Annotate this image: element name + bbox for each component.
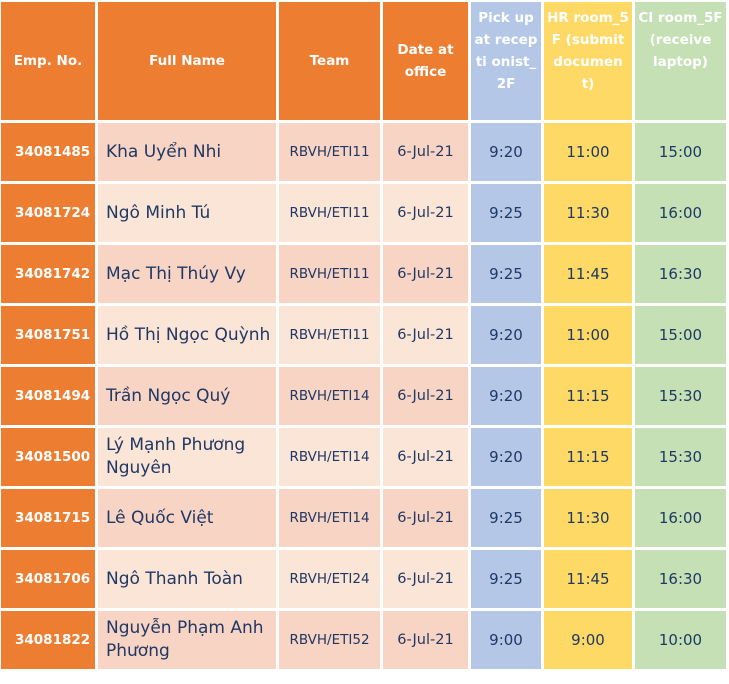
date-cell: 6-Jul-21 xyxy=(383,489,468,547)
emp-no-cell: 34081822 xyxy=(1,611,95,669)
header-date: Date at office xyxy=(383,2,468,120)
ci-time-cell: 16:30 xyxy=(635,550,726,608)
hr-time-cell: 11:30 xyxy=(544,184,632,242)
hr-time-cell: 11:15 xyxy=(544,367,632,425)
team-cell: RBVH/ETI52 xyxy=(279,611,380,669)
pickup-time-cell: 9:25 xyxy=(471,550,541,608)
team-cell: RBVH/ETI11 xyxy=(279,245,380,303)
emp-no-cell: 34081715 xyxy=(1,489,95,547)
full-name-cell: Mạc Thị Thúy Vy xyxy=(98,245,276,303)
table-row: 34081751 Hồ Thị Ngọc Quỳnh RBVH/ETI11 6-Jul… xyxy=(1,306,726,364)
header-emp-no: Emp. No. xyxy=(1,2,95,120)
team-cell: RBVH/ETI14 xyxy=(279,489,380,547)
emp-no-cell: 34081485 xyxy=(1,123,95,181)
emp-no-cell: 34081500 xyxy=(1,428,95,486)
date-cell: 6-Jul-21 xyxy=(383,367,468,425)
team-cell: RBVH/ETI14 xyxy=(279,428,380,486)
emp-no-cell: 34081494 xyxy=(1,367,95,425)
table-row: 34081494 Trần Ngọc Quý RBVH/ETI14 6-Jul-21 9… xyxy=(1,367,726,425)
hr-time-cell: 11:45 xyxy=(544,550,632,608)
table-row: 34081485 Kha Uyển Nhi RBVH/ETI11 6-Jul-21 9:… xyxy=(1,123,726,181)
hr-time-cell: 11:00 xyxy=(544,306,632,364)
ci-time-cell: 10:00 xyxy=(635,611,726,669)
hr-time-cell: 11:30 xyxy=(544,489,632,547)
hr-time-cell: 11:15 xyxy=(544,428,632,486)
pickup-time-cell: 9:20 xyxy=(471,428,541,486)
date-cell: 6-Jul-21 xyxy=(383,306,468,364)
full-name-cell: Kha Uyển Nhi xyxy=(98,123,276,181)
full-name-cell: Ngô Thanh Toàn xyxy=(98,550,276,608)
team-cell: RBVH/ETI11 xyxy=(279,306,380,364)
pickup-time-cell: 9:20 xyxy=(471,306,541,364)
header-full-name: Full Name xyxy=(98,2,276,120)
ci-time-cell: 15:00 xyxy=(635,123,726,181)
table-row: 34081715 Lê Quốc Việt RBVH/ETI14 6-Jul-21 9:… xyxy=(1,489,726,547)
full-name-cell: Nguyễn Phạm Anh Phương xyxy=(98,611,276,669)
pickup-time-cell: 9:20 xyxy=(471,367,541,425)
emp-no-cell: 34081742 xyxy=(1,245,95,303)
team-cell: RBVH/ETI11 xyxy=(279,123,380,181)
hr-time-cell: 11:45 xyxy=(544,245,632,303)
date-cell: 6-Jul-21 xyxy=(383,428,468,486)
date-cell: 6-Jul-21 xyxy=(383,245,468,303)
table-row: 34081500 Lý Mạnh Phương Nguyên RBVH/ETI14 6… xyxy=(1,428,726,486)
table-row: 34081742 Mạc Thị Thúy Vy RBVH/ETI11 6-Jul-2… xyxy=(1,245,726,303)
team-cell: RBVH/ETI11 xyxy=(279,184,380,242)
team-cell: RBVH/ETI24 xyxy=(279,550,380,608)
team-cell: RBVH/ETI14 xyxy=(279,367,380,425)
hr-time-cell: 11:00 xyxy=(544,123,632,181)
pickup-time-cell: 9:25 xyxy=(471,245,541,303)
emp-no-cell: 34081751 xyxy=(1,306,95,364)
emp-no-cell: 34081706 xyxy=(1,550,95,608)
ci-time-cell: 15:30 xyxy=(635,428,726,486)
date-cell: 6-Jul-21 xyxy=(383,550,468,608)
date-cell: 6-Jul-21 xyxy=(383,123,468,181)
header-row: Emp. No. Full Name Team Date at office P… xyxy=(1,2,726,120)
ci-time-cell: 15:00 xyxy=(635,306,726,364)
table-row: 34081822 Nguyễn Phạm Anh Phương RBVH/ETI52… xyxy=(1,611,726,669)
table-row: 34081706 Ngô Thanh Toàn RBVH/ETI24 6-Jul-21… xyxy=(1,550,726,608)
ci-time-cell: 16:00 xyxy=(635,184,726,242)
ci-time-cell: 16:30 xyxy=(635,245,726,303)
ci-time-cell: 15:30 xyxy=(635,367,726,425)
pickup-time-cell: 9:00 xyxy=(471,611,541,669)
header-team: Team xyxy=(279,2,380,120)
full-name-cell: Ngô Minh Tú xyxy=(98,184,276,242)
hr-time-cell: 9:00 xyxy=(544,611,632,669)
header-hr: HR room_5F (submit documen t) xyxy=(544,2,632,120)
date-cell: 6-Jul-21 xyxy=(383,184,468,242)
ci-time-cell: 16:00 xyxy=(635,489,726,547)
full-name-cell: Trần Ngọc Quý xyxy=(98,367,276,425)
pickup-time-cell: 9:25 xyxy=(471,489,541,547)
pickup-time-cell: 9:25 xyxy=(471,184,541,242)
table-row: 34081724 Ngô Minh Tú RBVH/ETI11 6-Jul-21 9:2… xyxy=(1,184,726,242)
pickup-time-cell: 9:20 xyxy=(471,123,541,181)
header-pickup: Pick up at recepti onist_ 2F xyxy=(471,2,541,120)
emp-no-cell: 34081724 xyxy=(1,184,95,242)
full-name-cell: Lý Mạnh Phương Nguyên xyxy=(98,428,276,486)
date-cell: 6-Jul-21 xyxy=(383,611,468,669)
full-name-cell: Lê Quốc Việt xyxy=(98,489,276,547)
full-name-cell: Hồ Thị Ngọc Quỳnh xyxy=(98,306,276,364)
header-ci: CI room_5F (receive laptop) xyxy=(635,2,726,120)
